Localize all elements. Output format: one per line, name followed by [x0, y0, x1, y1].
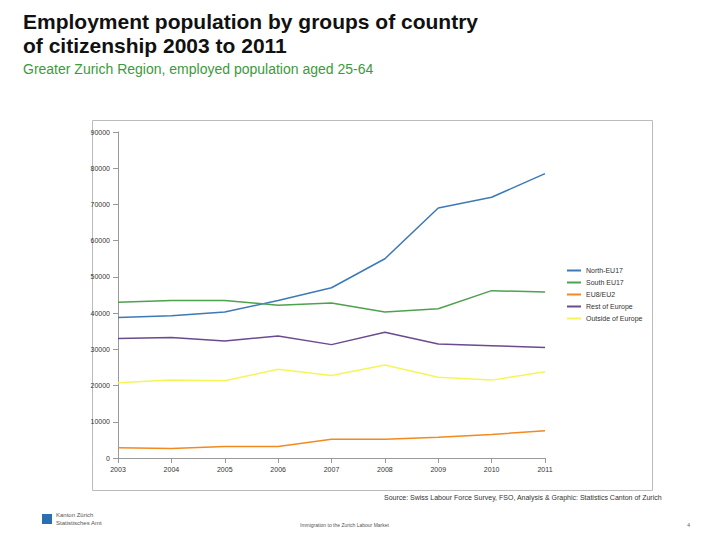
svg-text:2009: 2009	[430, 466, 446, 473]
svg-text:50000: 50000	[91, 273, 111, 280]
svg-text:Kanton Zürich: Kanton Zürich	[56, 512, 93, 518]
svg-text:Source: Swiss Labour Force Sur: Source: Swiss Labour Force Survey, FSO, …	[384, 494, 662, 502]
svg-text:of citizenship 2003 to 2011: of citizenship 2003 to 2011	[23, 34, 287, 57]
svg-text:Rest of Europe: Rest of Europe	[586, 303, 633, 311]
svg-text:2004: 2004	[164, 466, 180, 473]
svg-text:Statistisches Amt: Statistisches Amt	[56, 520, 102, 526]
svg-text:South EU17: South EU17	[586, 279, 624, 286]
svg-text:0: 0	[106, 455, 110, 462]
svg-text:2010: 2010	[484, 466, 500, 473]
svg-text:2005: 2005	[217, 466, 233, 473]
svg-text:2008: 2008	[377, 466, 393, 473]
svg-text:2007: 2007	[324, 466, 340, 473]
svg-text:80000: 80000	[91, 165, 111, 172]
svg-text:90000: 90000	[91, 129, 111, 136]
svg-text:Outside of Europe: Outside of Europe	[586, 315, 643, 323]
svg-text:10000: 10000	[91, 418, 111, 425]
svg-text:2006: 2006	[270, 466, 286, 473]
svg-text:Employment population by group: Employment population by groups of count…	[23, 10, 484, 33]
svg-text:2011: 2011	[537, 466, 552, 473]
svg-text:Immigration to the Zurich Labo: Immigration to the Zurich Labour Market	[300, 522, 390, 528]
svg-text:Greater Zurich Region, employe: Greater Zurich Region, employed populati…	[23, 61, 373, 77]
svg-text:30000: 30000	[91, 346, 111, 353]
svg-text:60000: 60000	[91, 237, 111, 244]
svg-text:70000: 70000	[91, 201, 111, 208]
svg-text:20000: 20000	[91, 382, 111, 389]
svg-text:40000: 40000	[91, 310, 111, 317]
svg-text:North-EU17: North-EU17	[586, 267, 623, 274]
svg-text:4: 4	[687, 522, 690, 528]
svg-text:EU8/EU2: EU8/EU2	[586, 291, 615, 298]
svg-text:2003: 2003	[110, 466, 126, 473]
